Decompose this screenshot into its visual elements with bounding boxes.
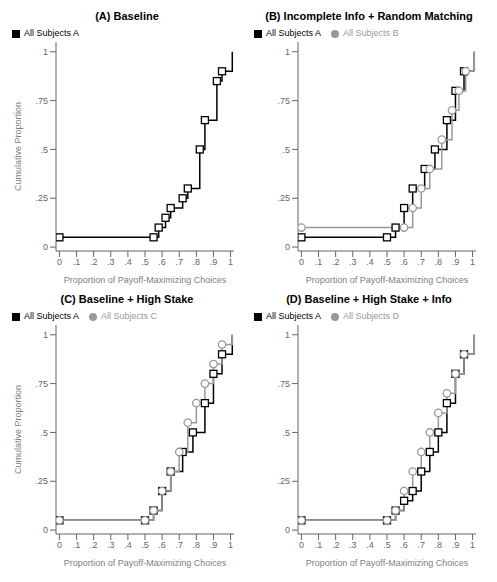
svg-text:.7: .7 — [175, 540, 183, 550]
svg-text:0: 0 — [299, 540, 304, 550]
svg-text:.75: .75 — [277, 379, 290, 389]
svg-text:.6: .6 — [400, 257, 408, 267]
svg-text:.8: .8 — [435, 540, 443, 550]
svg-text:.5: .5 — [383, 257, 391, 267]
svg-text:.9: .9 — [210, 257, 218, 267]
svg-text:.25: .25 — [277, 476, 290, 486]
svg-text:.7: .7 — [417, 257, 425, 267]
svg-text:.75: .75 — [277, 96, 290, 106]
svg-text:Cumulative Proportion: Cumulative Proportion — [13, 385, 23, 474]
svg-text:.5: .5 — [282, 145, 290, 155]
svg-text:.6: .6 — [158, 257, 166, 267]
html-text:All Subjects A: All Subjects A — [24, 28, 79, 38]
svg-text:.4: .4 — [124, 257, 132, 267]
html-text:All Subjects A: All Subjects A — [266, 28, 321, 38]
html-text:(A) Baseline: (A) Baseline — [95, 10, 159, 22]
svg-text:.2: .2 — [332, 257, 340, 267]
svg-text:.6: .6 — [400, 540, 408, 550]
svg-text:1: 1 — [470, 257, 475, 267]
svg-text:.8: .8 — [435, 257, 443, 267]
svg-text:.3: .3 — [349, 540, 357, 550]
svg-text:0: 0 — [43, 525, 48, 535]
svg-text:.8: .8 — [193, 257, 201, 267]
svg-text:0: 0 — [285, 242, 290, 252]
svg-text:.9: .9 — [452, 257, 460, 267]
svg-text:.9: .9 — [452, 540, 460, 550]
svg-text:.4: .4 — [124, 540, 132, 550]
html-text:All Subjects B: All Subjects B — [343, 28, 399, 38]
svg-text:0: 0 — [299, 257, 304, 267]
svg-text:.25: .25 — [277, 193, 290, 203]
svg-text:.7: .7 — [417, 540, 425, 550]
svg-text:.2: .2 — [332, 540, 340, 550]
svg-text:Proportion of Payoff-Maximizin: Proportion of Payoff-Maximizing Choices — [306, 275, 469, 285]
html-text:All Subjects C: All Subjects C — [101, 311, 158, 321]
html-text:(D) Baseline + High Stake + In: (D) Baseline + High Stake + Info — [286, 293, 452, 305]
svg-text:.4: .4 — [366, 257, 374, 267]
svg-text:1: 1 — [228, 257, 233, 267]
svg-text:0: 0 — [43, 242, 48, 252]
html-text:(B) Incomplete Info + Random M: (B) Incomplete Info + Random Matching — [265, 10, 473, 22]
svg-text:.6: .6 — [158, 540, 166, 550]
svg-text:.2: .2 — [90, 257, 98, 267]
html-text:All Subjects A: All Subjects A — [24, 311, 79, 321]
svg-text:0: 0 — [285, 525, 290, 535]
svg-text:.7: .7 — [175, 257, 183, 267]
svg-text:.5: .5 — [141, 540, 149, 550]
svg-text:.5: .5 — [40, 145, 48, 155]
svg-text:.5: .5 — [40, 428, 48, 438]
svg-text:.1: .1 — [315, 257, 323, 267]
svg-text:.1: .1 — [315, 540, 323, 550]
svg-text:1: 1 — [285, 330, 290, 340]
svg-text:Cumulative Proportion: Cumulative Proportion — [13, 102, 23, 191]
svg-text:.9: .9 — [210, 540, 218, 550]
svg-text:1: 1 — [43, 330, 48, 340]
svg-text:.25: .25 — [35, 193, 48, 203]
svg-text:.1: .1 — [73, 257, 81, 267]
svg-text:.25: .25 — [35, 476, 48, 486]
html-text:All Subjects D: All Subjects D — [343, 311, 400, 321]
html-text:(C) Baseline + High Stake: (C) Baseline + High Stake — [60, 293, 194, 305]
html-text:All Subjects A: All Subjects A — [266, 311, 321, 321]
svg-text:.5: .5 — [383, 540, 391, 550]
svg-text:.8: .8 — [193, 540, 201, 550]
svg-text:.5: .5 — [141, 257, 149, 267]
svg-text:.1: .1 — [73, 540, 81, 550]
svg-text:1: 1 — [43, 47, 48, 57]
svg-text:.4: .4 — [366, 540, 374, 550]
svg-text:0: 0 — [57, 257, 62, 267]
svg-text:1: 1 — [470, 540, 475, 550]
svg-text:1: 1 — [285, 47, 290, 57]
svg-text:Proportion of Payoff-Maximizin: Proportion of Payoff-Maximizing Choices — [64, 275, 227, 285]
svg-text:.3: .3 — [107, 257, 115, 267]
svg-text:1: 1 — [228, 540, 233, 550]
svg-text:.3: .3 — [349, 257, 357, 267]
svg-text:.75: .75 — [35, 96, 48, 106]
svg-text:.2: .2 — [90, 540, 98, 550]
svg-text:.5: .5 — [282, 428, 290, 438]
svg-text:.75: .75 — [35, 379, 48, 389]
svg-text:Proportion of Payoff-Maximizin: Proportion of Payoff-Maximizing Choices — [64, 558, 227, 568]
svg-text:0: 0 — [57, 540, 62, 550]
svg-text:Proportion of Payoff-Maximizin: Proportion of Payoff-Maximizing Choices — [306, 558, 469, 568]
svg-text:.3: .3 — [107, 540, 115, 550]
